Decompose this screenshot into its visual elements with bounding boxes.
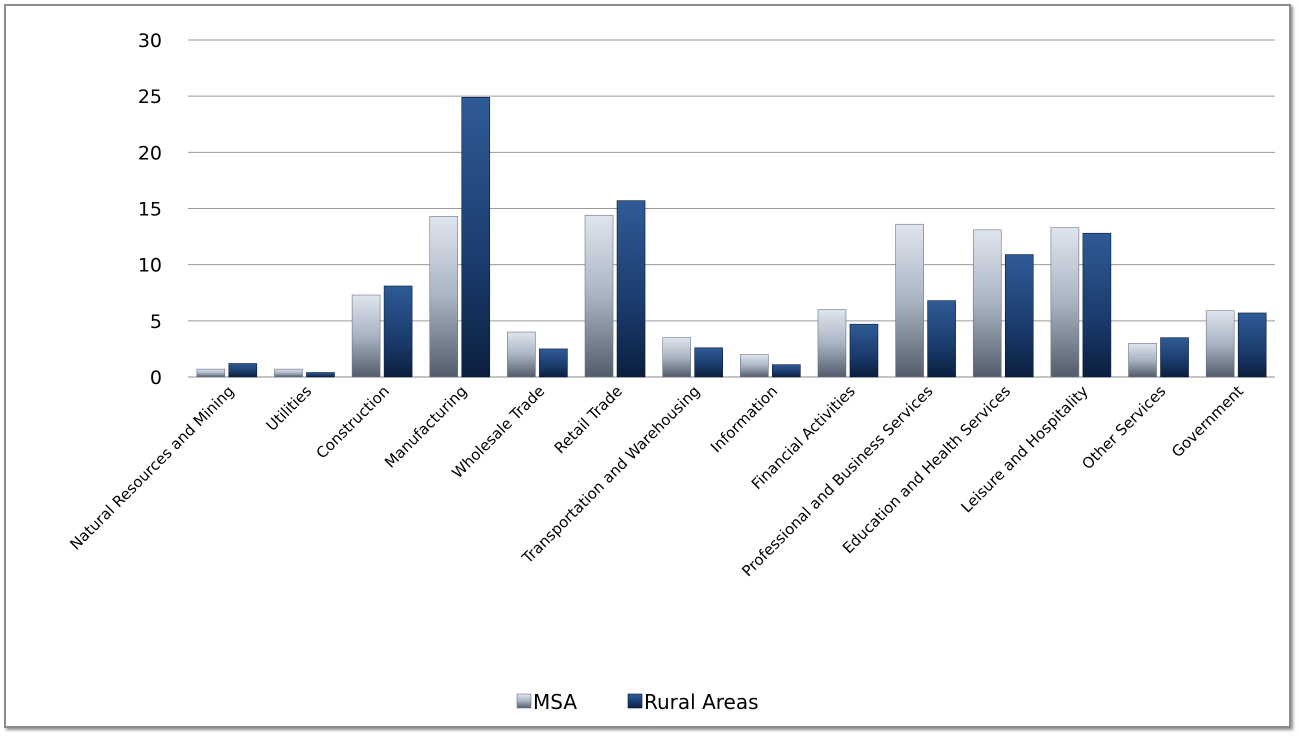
bar-msa-11 — [1050, 227, 1080, 378]
legend-swatch-msa — [516, 693, 532, 709]
bar-msa-1 — [274, 368, 303, 378]
bar-rural-5 — [616, 200, 646, 378]
bar-rural-9 — [927, 300, 956, 378]
bar-rural-0 — [228, 363, 258, 378]
x-tick-label: Utilities — [263, 382, 316, 435]
bar-rural-2 — [383, 285, 413, 378]
bar-rural-10 — [1004, 254, 1034, 378]
legend-swatch-rural — [627, 693, 643, 709]
bars — [196, 96, 1267, 378]
bar-msa-6 — [662, 337, 691, 378]
bar-msa-0 — [196, 368, 226, 378]
x-tick-label: Retail Trade — [551, 382, 626, 457]
bar-msa-13 — [1205, 310, 1235, 378]
y-tick-label: 10 — [138, 255, 162, 277]
legend-label-msa: MSA — [533, 690, 577, 714]
bar-rural-11 — [1082, 232, 1112, 378]
x-tick-label: Construction — [313, 382, 393, 462]
y-tick-label: 30 — [138, 30, 162, 52]
bar-msa-7 — [740, 354, 769, 378]
y-axis-ticks: 0 5 10 15 20 25 30 — [138, 30, 162, 389]
bar-msa-9 — [895, 223, 924, 378]
bar-rural-13 — [1237, 312, 1267, 378]
bar-msa-3 — [429, 216, 459, 378]
bar-msa-8 — [817, 309, 847, 378]
x-tick-label: Manufacturing — [381, 382, 471, 472]
x-tick-label: Natural Resources and Mining — [66, 382, 237, 553]
bar-rural-4 — [539, 348, 568, 378]
bar-rural-12 — [1160, 337, 1189, 378]
bar-rural-6 — [694, 347, 723, 378]
bar-rural-1 — [306, 372, 335, 378]
y-tick-label: 5 — [150, 311, 162, 333]
x-tick-label: Government — [1168, 382, 1247, 461]
bar-rural-3 — [461, 96, 491, 378]
y-tick-label: 0 — [150, 367, 162, 389]
y-tick-label: 20 — [138, 142, 162, 164]
bar-rural-7 — [772, 364, 801, 378]
bar-msa-4 — [507, 331, 536, 378]
legend: MSA Rural Areas — [516, 690, 759, 714]
legend-label-rural: Rural Areas — [644, 690, 759, 714]
bar-msa-10 — [972, 229, 1002, 378]
x-tick-label: Information — [707, 382, 781, 456]
x-axis-ticks: Natural Resources and Mining UtilitiesCon… — [66, 382, 1247, 580]
x-tick-label: Leisure and Hospitality — [958, 382, 1092, 516]
x-tick-label: Other Services — [1078, 382, 1169, 473]
gridlines — [188, 39, 1275, 378]
bar-msa-12 — [1128, 342, 1157, 378]
y-tick-label: 15 — [138, 199, 162, 221]
y-tick-label: 25 — [138, 86, 162, 108]
x-tick-label: Education and Health Services — [839, 382, 1014, 557]
bar-msa-2 — [351, 294, 381, 378]
bar-msa-5 — [584, 214, 614, 378]
bar-rural-8 — [849, 323, 879, 378]
